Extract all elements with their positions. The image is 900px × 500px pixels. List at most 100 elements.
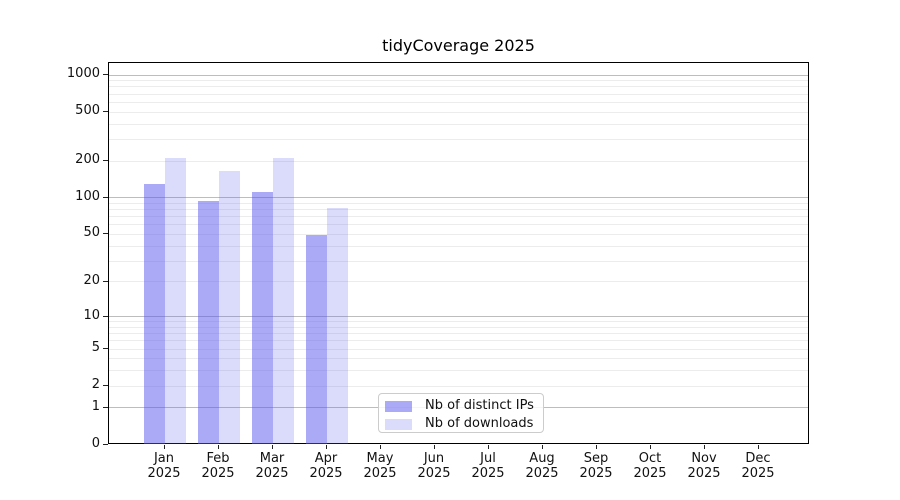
x-tick-9	[650, 445, 651, 449]
x-tick-10	[704, 445, 705, 449]
legend-swatch-downloads	[385, 418, 412, 430]
bar-downloads-1	[219, 170, 240, 444]
x-tick-8	[596, 445, 597, 449]
y-tick-5	[103, 348, 108, 350]
x-tick-label-0: Jan 2025	[132, 451, 196, 481]
x-tick-11	[758, 445, 759, 449]
x-tick-month-6: Jul	[480, 451, 496, 466]
x-tick-month-10: Nov	[691, 451, 717, 466]
x-tick-year-11: 2025	[741, 466, 775, 481]
y-tick-2	[103, 385, 108, 387]
x-tick-year-1: 2025	[201, 466, 235, 481]
x-tick-year-3: 2025	[309, 466, 343, 481]
gridline-300	[109, 138, 808, 140]
y-tick-label-1: 1	[91, 398, 100, 414]
gridline-1000	[109, 74, 808, 76]
legend-label-downloads: Nb of downloads	[425, 416, 534, 431]
gridline-7	[109, 333, 808, 335]
bar-downloads-2	[273, 158, 294, 444]
x-tick-month-8: Sep	[583, 451, 609, 466]
gridline-700	[109, 93, 808, 95]
bar-distinct-ips-3	[306, 235, 327, 444]
legend-item-distinct-ips: Nb of distinct IPs	[385, 398, 543, 414]
gridline-100	[109, 197, 808, 199]
x-tick-year-2: 2025	[255, 466, 289, 481]
x-tick-7	[542, 445, 543, 449]
gridline-20	[109, 281, 808, 283]
y-tick-10	[103, 315, 108, 317]
x-tick-year-8: 2025	[579, 466, 613, 481]
y-tick-label-2: 2	[91, 377, 100, 393]
gridline-50	[109, 233, 808, 235]
x-tick-month-4: May	[366, 451, 394, 466]
gridline-6	[109, 340, 808, 342]
y-tick-100	[103, 196, 108, 198]
x-tick-label-11: Dec 2025	[726, 451, 790, 481]
x-tick-month-0: Jan	[153, 451, 175, 466]
x-tick-label-1: Feb 2025	[186, 451, 250, 481]
gridline-9	[109, 321, 808, 323]
chart-title: tidyCoverage 2025	[382, 36, 535, 55]
y-tick-1	[103, 406, 108, 408]
x-tick-year-7: 2025	[525, 466, 559, 481]
x-tick-label-10: Nov 2025	[672, 451, 736, 481]
gridline-8	[109, 326, 808, 328]
y-tick-label-500: 500	[75, 103, 100, 119]
x-tick-year-0: 2025	[147, 466, 181, 481]
x-tick-month-7: Aug	[529, 451, 555, 466]
x-tick-2	[272, 445, 273, 449]
x-tick-month-11: Dec	[745, 451, 771, 466]
bar-downloads-0	[165, 158, 186, 444]
gridline-2	[109, 385, 808, 387]
x-tick-label-7: Aug 2025	[510, 451, 574, 481]
x-tick-label-9: Oct 2025	[618, 451, 682, 481]
x-tick-year-10: 2025	[687, 466, 721, 481]
y-tick-label-200: 200	[75, 151, 100, 167]
gridline-30	[109, 260, 808, 262]
legend-label-distinct-ips: Nb of distinct IPs	[425, 398, 534, 413]
bar-distinct-ips-1	[198, 200, 219, 444]
x-tick-label-6: Jul 2025	[456, 451, 520, 481]
gridline-3	[109, 370, 808, 372]
y-tick-200	[103, 159, 108, 161]
gridline-70	[109, 216, 808, 218]
x-tick-label-2: Mar 2025	[240, 451, 304, 481]
bar-downloads-3	[327, 208, 348, 444]
gridline-900	[109, 80, 808, 82]
x-tick-month-2: Mar	[259, 451, 285, 466]
x-tick-year-6: 2025	[471, 466, 505, 481]
gridline-400	[109, 123, 808, 125]
x-tick-year-4: 2025	[363, 466, 397, 481]
gridline-200	[109, 160, 808, 162]
legend-item-downloads: Nb of downloads	[385, 416, 543, 432]
x-tick-label-3: Apr 2025	[294, 451, 358, 481]
x-tick-0	[164, 445, 165, 449]
y-tick-label-0: 0	[91, 436, 100, 451]
gridline-90	[109, 202, 808, 204]
x-tick-month-1: Feb	[206, 451, 230, 466]
x-tick-1	[218, 445, 219, 449]
y-tick-0	[103, 444, 108, 445]
gridline-60	[109, 224, 808, 226]
y-tick-label-1000: 1000	[66, 66, 100, 81]
gridline-10	[109, 316, 808, 318]
x-tick-month-3: Apr	[314, 451, 338, 466]
y-tick-label-100: 100	[75, 188, 100, 204]
y-tick-label-10: 10	[83, 307, 100, 323]
x-tick-4	[380, 445, 381, 449]
legend: Nb of distinct IPs Nb of downloads	[378, 393, 544, 433]
x-tick-5	[434, 445, 435, 449]
gridline-80	[109, 209, 808, 211]
grid-layer	[109, 63, 808, 443]
y-tick-50	[103, 233, 108, 235]
y-tick-500	[103, 111, 108, 113]
y-tick-label-20: 20	[83, 272, 100, 288]
gridline-4	[109, 358, 808, 360]
gridline-40	[109, 245, 808, 247]
x-tick-6	[488, 445, 489, 449]
y-tick-20	[103, 280, 108, 282]
gridline-500	[109, 111, 808, 113]
gridline-5	[109, 348, 808, 350]
plot-area	[108, 62, 809, 444]
